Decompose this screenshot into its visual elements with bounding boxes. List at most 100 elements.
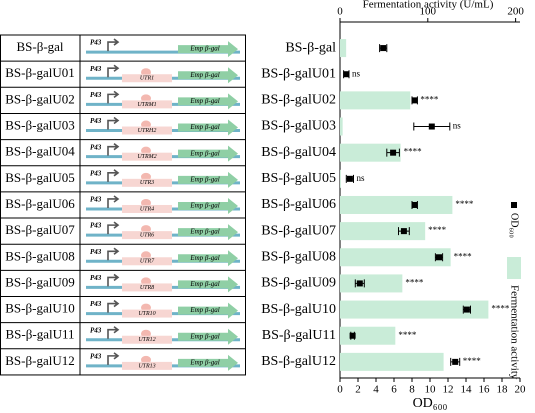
significance: **** <box>404 147 423 157</box>
promoter-label: P43 <box>90 248 102 256</box>
category-label: BS-β-gal <box>285 40 336 55</box>
utr-label: UTRM1 <box>137 102 156 108</box>
bar <box>340 39 347 58</box>
promoter-label: P43 <box>90 352 102 360</box>
utr-label: UTR1 <box>140 76 154 82</box>
gene-label: Emp β-gal <box>189 175 219 183</box>
gene-label: Emp β-gal <box>189 123 219 131</box>
promoter-arrow <box>107 169 120 182</box>
significance: ns <box>453 121 462 131</box>
x-tick-label: 0 <box>337 384 343 396</box>
gene-arrow <box>178 119 238 136</box>
x2-tick-label: 200 <box>507 6 524 18</box>
point <box>390 149 397 156</box>
utr-box <box>122 361 172 370</box>
utr-box <box>122 231 172 240</box>
promoter-label: P43 <box>90 169 102 177</box>
category-label: BS-β-galU08 <box>261 249 336 264</box>
category-label: BS-β-galU02 <box>261 93 336 108</box>
utr-label: UTR8 <box>140 285 154 291</box>
construct-name: BS-β-galU03 <box>5 118 74 133</box>
x-tick-label: 16 <box>479 384 491 396</box>
x-tick-label: 12 <box>443 384 454 396</box>
utr-box <box>122 257 172 266</box>
x-tick-label: 4 <box>373 384 379 396</box>
promoter-arrow <box>107 273 120 287</box>
bar <box>340 117 343 136</box>
gene-arrow <box>178 171 238 188</box>
utr-label: UTR10 <box>138 311 155 317</box>
significance: **** <box>491 304 510 314</box>
promoter-label: P43 <box>90 117 102 125</box>
construct-name: BS-β-galU05 <box>5 170 74 185</box>
gene-arrow <box>178 93 238 110</box>
gene-label: Emp β-gal <box>189 202 219 210</box>
gene-arrow <box>178 67 238 84</box>
x2-axis-title: Fermentation activity (U/mL) <box>363 0 494 11</box>
gene-label: Emp β-gal <box>189 306 219 314</box>
promoter-arrow <box>107 299 120 313</box>
gene-label: Emp β-gal <box>189 71 219 79</box>
construct-name: BS-β-galU11 <box>6 327 75 342</box>
promoter-arrow <box>107 90 120 104</box>
utr-box <box>122 74 172 83</box>
x2-tick-label: 100 <box>420 6 437 18</box>
utr-box <box>122 178 172 187</box>
construct-name: BS-β-galU07 <box>5 222 75 237</box>
gene-arrow <box>178 354 238 371</box>
gene-arrow <box>178 328 238 345</box>
promoter-label: P43 <box>90 196 102 204</box>
table-border <box>0 34 246 376</box>
category-label: BS-β-galU09 <box>261 276 336 291</box>
significance: ns <box>352 68 361 78</box>
bar <box>340 248 451 267</box>
point <box>346 175 353 182</box>
promoter-arrow <box>107 326 120 339</box>
category-label: BS-β-galU06 <box>261 197 336 212</box>
gene-arrow <box>178 41 238 58</box>
category-label: BS-β-galU05 <box>261 171 336 186</box>
promoter-label: P43 <box>90 39 102 47</box>
promoter-arrow <box>107 195 120 208</box>
x-tick-label: 10 <box>425 384 437 396</box>
significance: **** <box>454 251 473 261</box>
promoter-label: P43 <box>90 326 102 334</box>
gene-arrow <box>178 276 238 293</box>
bar <box>340 195 453 214</box>
utr-label: UTRH2 <box>138 128 157 134</box>
gene-label: Emp β-gal <box>189 45 219 53</box>
promoter-arrow <box>107 143 120 156</box>
promoter-arrow <box>107 38 120 52</box>
gene-label: Emp β-gal <box>189 280 219 288</box>
significance: **** <box>420 94 439 104</box>
significance: **** <box>463 356 482 366</box>
gene-arrow <box>178 197 238 214</box>
bar <box>340 91 411 110</box>
category-label: BS-β-galU11 <box>262 328 336 343</box>
significance: **** <box>428 225 447 235</box>
bar <box>340 274 403 293</box>
construct-name: BS-β-galU02 <box>5 91 74 106</box>
legend-label: OD₆₀₀ <box>509 213 520 238</box>
x-tick-label: 2 <box>355 384 361 396</box>
x-tick-label: 18 <box>497 384 509 396</box>
construct-name: BS-β-gal <box>16 39 63 54</box>
gene-arrow <box>178 250 238 267</box>
point <box>400 228 407 235</box>
gene-arrow <box>178 224 238 241</box>
promoter-label: P43 <box>90 91 102 99</box>
gene-label: Emp β-gal <box>189 254 219 262</box>
utr-box <box>122 309 172 318</box>
promoter-label: P43 <box>90 143 102 151</box>
construct-name: BS-β-galU10 <box>5 301 74 316</box>
gene-arrow <box>178 145 238 162</box>
promoter-arrow <box>107 247 120 261</box>
bar <box>340 143 401 162</box>
point <box>411 201 418 208</box>
x-tick-label: 8 <box>409 384 415 396</box>
x-tick-label: 20 <box>515 384 527 396</box>
utr-box <box>122 126 172 135</box>
gene-label: Emp β-gal <box>189 149 219 157</box>
point <box>356 280 363 287</box>
